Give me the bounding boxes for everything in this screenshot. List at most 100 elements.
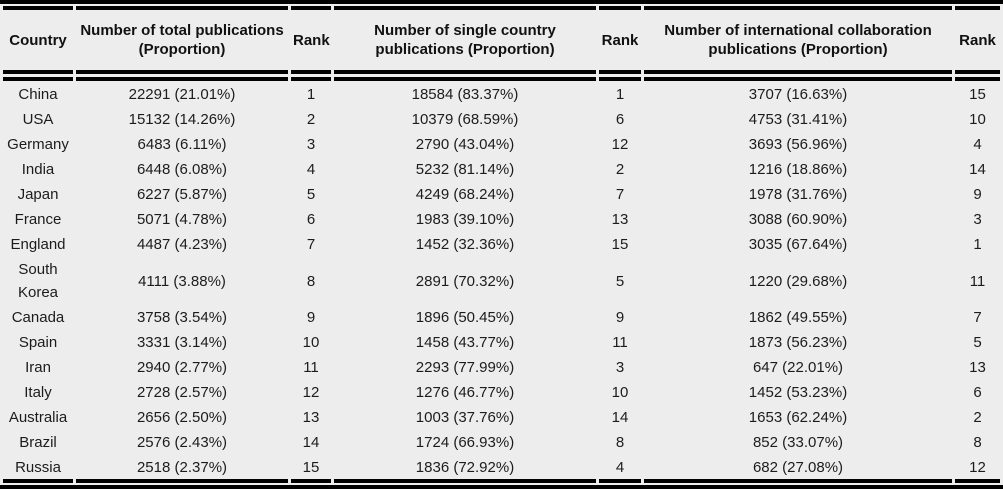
cell-single-rank: 13: [599, 208, 641, 231]
table-row: Japan 6227 (5.87%) 5 4249 (68.24%) 7 197…: [3, 183, 1000, 206]
cell-intl-rank: 15: [955, 83, 1000, 106]
cell-intl-publications: 1978 (31.76%): [644, 183, 952, 206]
cell-country: Australia: [3, 406, 73, 429]
cell-intl-rank: 1: [955, 233, 1000, 256]
cell-intl-publications: 3035 (67.64%): [644, 233, 952, 256]
table-row: Australia 2656 (2.50%) 13 1003 (37.76%) …: [3, 406, 1000, 429]
cell-single-publications: 18584 (83.37%): [334, 83, 596, 106]
cell-intl-publications: 3088 (60.90%): [644, 208, 952, 231]
cell-single-rank: 8: [599, 431, 641, 454]
cell-intl-publications: 3693 (56.96%): [644, 133, 952, 156]
cell-total-rank: 5: [291, 183, 331, 206]
cell-single-rank: 12: [599, 133, 641, 156]
table-row: Canada 3758 (3.54%) 9 1896 (50.45%) 9 18…: [3, 306, 1000, 329]
cell-intl-rank: 11: [955, 258, 1000, 304]
table-row: China 22291 (21.01%) 1 18584 (83.37%) 1 …: [3, 83, 1000, 106]
cell-total-publications: 22291 (21.01%): [76, 83, 288, 106]
cell-intl-rank: 9: [955, 183, 1000, 206]
cell-single-publications: 1724 (66.93%): [334, 431, 596, 454]
cell-intl-publications: 1653 (62.24%): [644, 406, 952, 429]
table-row: India 6448 (6.08%) 4 5232 (81.14%) 2 121…: [3, 158, 1000, 181]
cell-single-rank: 10: [599, 381, 641, 404]
cell-total-publications: 5071 (4.78%): [76, 208, 288, 231]
cell-intl-publications: 647 (22.01%): [644, 356, 952, 379]
cell-total-publications: 2518 (2.37%): [76, 456, 288, 483]
cell-total-rank: 2: [291, 108, 331, 131]
cell-single-rank: 2: [599, 158, 641, 181]
cell-intl-rank: 6: [955, 381, 1000, 404]
cell-total-rank: 3: [291, 133, 331, 156]
cell-single-publications: 1896 (50.45%): [334, 306, 596, 329]
cell-country: France: [3, 208, 73, 231]
cell-total-rank: 10: [291, 331, 331, 354]
col-header-rank-intl: Rank: [955, 6, 1000, 81]
cell-intl-rank: 7: [955, 306, 1000, 329]
cell-total-rank: 8: [291, 258, 331, 304]
col-header-total-publications: Number of total publications (Proportion…: [76, 6, 288, 81]
cell-intl-publications: 1452 (53.23%): [644, 381, 952, 404]
cell-country: India: [3, 158, 73, 181]
col-header-rank-single: Rank: [599, 6, 641, 81]
cell-single-publications: 2790 (43.04%): [334, 133, 596, 156]
cell-country: Italy: [3, 381, 73, 404]
cell-single-rank: 6: [599, 108, 641, 131]
cell-single-rank: 9: [599, 306, 641, 329]
cell-total-rank: 6: [291, 208, 331, 231]
cell-country: China: [3, 83, 73, 106]
cell-single-publications: 5232 (81.14%): [334, 158, 596, 181]
cell-intl-publications: 1873 (56.23%): [644, 331, 952, 354]
cell-intl-publications: 4753 (31.41%): [644, 108, 952, 131]
cell-single-rank: 15: [599, 233, 641, 256]
cell-single-publications: 1452 (32.36%): [334, 233, 596, 256]
table-row: England 4487 (4.23%) 7 1452 (32.36%) 15 …: [3, 233, 1000, 256]
cell-country: Germany: [3, 133, 73, 156]
cell-single-publications: 4249 (68.24%): [334, 183, 596, 206]
cell-single-publications: 2293 (77.99%): [334, 356, 596, 379]
cell-country: Russia: [3, 456, 73, 483]
cell-total-rank: 15: [291, 456, 331, 483]
cell-total-publications: 6448 (6.08%): [76, 158, 288, 181]
cell-total-publications: 6227 (5.87%): [76, 183, 288, 206]
cell-single-rank: 14: [599, 406, 641, 429]
cell-intl-rank: 13: [955, 356, 1000, 379]
cell-country: Canada: [3, 306, 73, 329]
cell-total-rank: 9: [291, 306, 331, 329]
table-row: Iran 2940 (2.77%) 11 2293 (77.99%) 3 647…: [3, 356, 1000, 379]
cell-total-publications: 2728 (2.57%): [76, 381, 288, 404]
col-header-intl-publications: Number of international collaboration pu…: [644, 6, 952, 81]
table-row: South Korea 4111 (3.88%) 8 2891 (70.32%)…: [3, 258, 1000, 304]
cell-intl-publications: 1862 (49.55%): [644, 306, 952, 329]
cell-total-publications: 3331 (3.14%): [76, 331, 288, 354]
col-header-single-publications: Number of single country publications (P…: [334, 6, 596, 81]
cell-total-rank: 1: [291, 83, 331, 106]
cell-intl-rank: 14: [955, 158, 1000, 181]
table-row: Italy 2728 (2.57%) 12 1276 (46.77%) 10 1…: [3, 381, 1000, 404]
cell-intl-rank: 2: [955, 406, 1000, 429]
cell-country: Brazil: [3, 431, 73, 454]
cell-intl-publications: 1220 (29.68%): [644, 258, 952, 304]
cell-single-rank: 1: [599, 83, 641, 106]
cell-single-publications: 1276 (46.77%): [334, 381, 596, 404]
cell-country: Iran: [3, 356, 73, 379]
cell-total-publications: 3758 (3.54%): [76, 306, 288, 329]
cell-single-rank: 3: [599, 356, 641, 379]
cell-total-rank: 11: [291, 356, 331, 379]
header-row: Country Number of total publications (Pr…: [3, 6, 1000, 81]
cell-total-rank: 14: [291, 431, 331, 454]
cell-single-publications: 10379 (68.59%): [334, 108, 596, 131]
cell-intl-publications: 852 (33.07%): [644, 431, 952, 454]
cell-single-rank: 7: [599, 183, 641, 206]
cell-total-publications: 15132 (14.26%): [76, 108, 288, 131]
cell-total-rank: 7: [291, 233, 331, 256]
cell-single-publications: 1003 (37.76%): [334, 406, 596, 429]
cell-single-rank: 4: [599, 456, 641, 483]
cell-country: South Korea: [3, 258, 73, 304]
cell-intl-rank: 10: [955, 108, 1000, 131]
cell-intl-rank: 3: [955, 208, 1000, 231]
table-row: Brazil 2576 (2.43%) 14 1724 (66.93%) 8 8…: [3, 431, 1000, 454]
cell-total-publications: 6483 (6.11%): [76, 133, 288, 156]
table-row: Germany 6483 (6.11%) 3 2790 (43.04%) 12 …: [3, 133, 1000, 156]
table-row: Russia 2518 (2.37%) 15 1836 (72.92%) 4 6…: [3, 456, 1000, 483]
cell-intl-rank: 8: [955, 431, 1000, 454]
col-header-rank-total: Rank: [291, 6, 331, 81]
